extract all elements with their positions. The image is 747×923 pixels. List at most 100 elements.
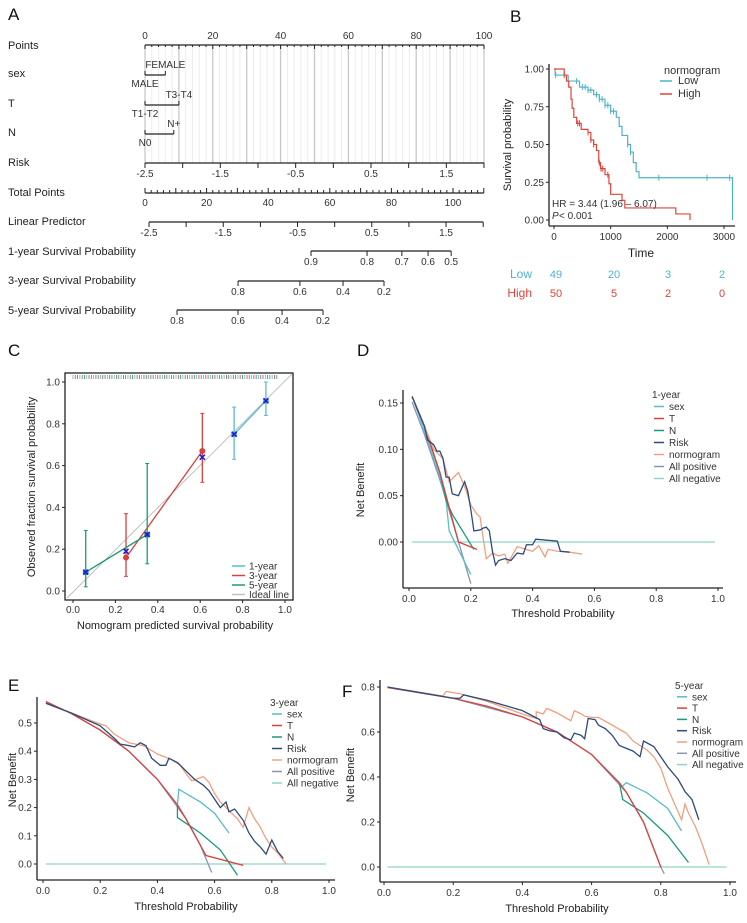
- dca-curve-normogram: [387, 686, 710, 865]
- dca-curve-normogram: [45, 702, 287, 865]
- row-label: Risk: [8, 157, 30, 169]
- legend-label: T: [669, 414, 675, 425]
- x-axis-label: Time: [628, 246, 655, 260]
- y-axis-label: Net Benefit: [7, 753, 19, 807]
- survival-tick-label: 0.9: [304, 257, 318, 268]
- x-axis-label: Threshold Probability: [134, 901, 238, 913]
- dca-curve-t: [387, 686, 662, 868]
- calibration-point: [123, 554, 129, 561]
- points-tick-label: 80: [411, 31, 423, 42]
- y-tick-label: 0.25: [525, 178, 545, 189]
- calibration-line-5-year: [85, 534, 148, 573]
- legend-label: T: [692, 704, 698, 715]
- legend-label: 3-year: [249, 571, 278, 582]
- x-tick-label: 0: [551, 232, 557, 243]
- y-tick-label: 0.6: [361, 728, 375, 739]
- legend-label: N: [287, 733, 294, 744]
- x-tick-label: 0.0: [377, 888, 391, 899]
- y-tick-label: 0.0: [361, 863, 375, 874]
- calibration-panel: 0.0 0.2 0.4 0.6 0.8 1.0 0.0 0.2 0.4 0.6 0.8 1.0 Nomo…: [26, 372, 294, 632]
- calibration-line-3-year: [125, 450, 203, 558]
- legend-label: T: [287, 721, 293, 732]
- factor-level-label: N0: [139, 138, 152, 149]
- risk-table-count: 20: [608, 269, 620, 281]
- points-tick-label: 20: [207, 31, 219, 42]
- legend-label: sex: [287, 710, 303, 721]
- factor-level-label: N+: [167, 119, 180, 130]
- survival-tick-label: 0.8: [360, 257, 374, 268]
- linear-predictor-tick-label: 0.5: [365, 228, 379, 239]
- x-tick-label: 0.8: [265, 886, 279, 897]
- corrected-marker: [231, 431, 238, 438]
- risk-tick-label: -1.5: [212, 169, 230, 180]
- y-axis-label: Net Benefit: [355, 463, 367, 517]
- factor-level-label: FEMALE: [145, 60, 185, 71]
- x-axis-label: Nomogram predicted survival probability: [77, 620, 274, 632]
- x-tick-label: 1.0: [711, 594, 725, 605]
- x-tick-label: 1.0: [322, 886, 336, 897]
- row-label: 1-year Survival Probability: [8, 246, 136, 258]
- km-curve-high: [554, 68, 691, 220]
- y-tick-label: 1.0: [46, 378, 60, 389]
- risk-table-count: 2: [665, 288, 671, 300]
- x-axis-label: Threshold Probability: [505, 903, 609, 915]
- x-tick-label: 1.0: [278, 605, 292, 616]
- dca-curve-all-positive: [411, 401, 472, 584]
- risk-tick-label: -0.5: [287, 169, 305, 180]
- survival-tick-label: 0.8: [170, 316, 184, 327]
- km-panel: 0.00 0.25 0.50 0.75 1.00 0 1000 2000 3000 Time Sur…: [502, 64, 736, 300]
- y-tick-label: 0.00: [525, 216, 545, 227]
- survival-tick-label: 0.8: [231, 287, 245, 298]
- x-tick-label: 0.8: [649, 594, 663, 605]
- x-tick-label: 0.6: [193, 605, 207, 616]
- legend-label: sex: [692, 692, 708, 703]
- legend-label: normogram: [669, 450, 720, 461]
- dca-curve-t: [45, 700, 244, 867]
- row-label: sex: [8, 68, 26, 80]
- total-points-tick-label: 60: [324, 198, 336, 209]
- p-value-text: < 0.001: [559, 211, 593, 222]
- linear-predictor-tick-label: -1.5: [215, 228, 233, 239]
- survival-tick-label: 0.4: [275, 316, 289, 327]
- total-points-tick-label: 0: [142, 198, 148, 209]
- calibration-point: [199, 447, 206, 454]
- row-label: Linear Predictor: [8, 216, 86, 228]
- row-label: 3-year Survival Probability: [8, 275, 136, 287]
- factor-level-label: T3-T4: [166, 90, 193, 101]
- legend-label: High: [678, 88, 701, 100]
- legend-label: All positive: [669, 462, 717, 473]
- legend-label: sex: [669, 402, 685, 413]
- corrected-marker: [82, 569, 89, 576]
- risk-tick-label: 0.5: [364, 169, 378, 180]
- x-tick-label: 0.2: [93, 886, 107, 897]
- x-tick-label: 2000: [656, 232, 679, 243]
- y-tick-label: 0.75: [525, 102, 545, 113]
- legend-label: Low: [678, 75, 698, 87]
- legend-title: normogram: [664, 65, 720, 77]
- legend-label: Ideal line: [249, 590, 289, 601]
- dca-panel-5-year: 0.0 0.2 0.4 0.6 0.8 0.0 0.2 0.4 0.6 0.8 1.0 Thresho…: [345, 680, 744, 915]
- panel-label-e: E: [8, 676, 19, 695]
- dca-curve-n: [618, 782, 689, 863]
- x-tick-label: 3000: [713, 232, 736, 243]
- y-tick-label: 0.6: [46, 461, 60, 472]
- total-points-tick-label: 40: [263, 198, 275, 209]
- x-axis-label: Threshold Probability: [511, 608, 615, 620]
- legend-label: All positive: [287, 767, 335, 778]
- linear-predictor-tick-label: -2.5: [140, 228, 158, 239]
- x-tick-label: 0.2: [108, 605, 122, 616]
- dca-curve-risk: [411, 396, 570, 567]
- x-tick-label: 0.4: [150, 886, 164, 897]
- factor-level-label: T1-T2: [132, 109, 159, 120]
- legend-label: Risk: [692, 726, 712, 737]
- survival-tick-label: 0.7: [395, 257, 409, 268]
- panel-label-a: A: [8, 5, 20, 24]
- total-points-tick-label: 20: [201, 198, 213, 209]
- corrected-marker: [144, 531, 151, 538]
- legend-title: 3-year: [270, 698, 299, 709]
- x-tick-label: 1.0: [723, 888, 737, 899]
- linear-predictor-tick-label: 1.5: [439, 228, 453, 239]
- legend-label: normogram: [287, 756, 338, 767]
- y-tick-label: 0.05: [379, 491, 399, 502]
- y-axis-label: Observed fraction survival probability: [26, 396, 38, 577]
